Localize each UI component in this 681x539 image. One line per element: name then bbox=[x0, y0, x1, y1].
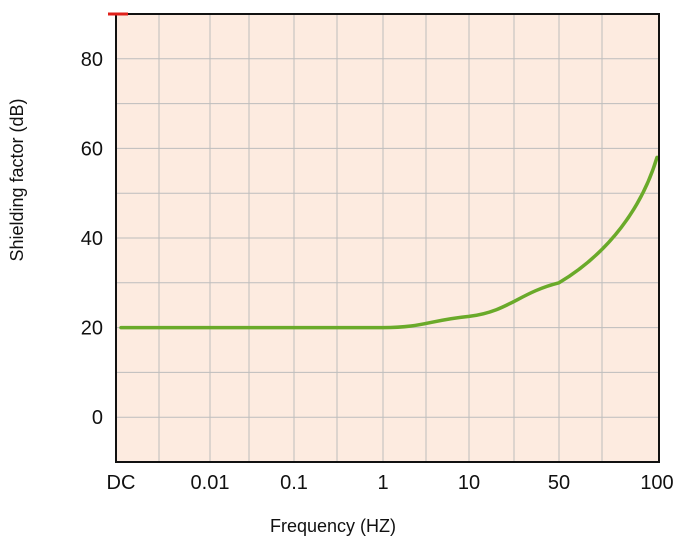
y-axis-title: Shielding factor (dB) bbox=[7, 98, 27, 261]
x-tick-label-100: 100 bbox=[640, 472, 673, 494]
x-tick-label-1: 1 bbox=[377, 472, 388, 494]
x-tick-label-DC: DC bbox=[107, 472, 136, 494]
y-tick-label-0: 0 bbox=[92, 407, 103, 429]
y-tick-label-40: 40 bbox=[81, 228, 103, 250]
series-line bbox=[119, 155, 659, 330]
x-tick-label-0.01: 0.01 bbox=[191, 472, 230, 494]
x-tick-label-0.1: 0.1 bbox=[280, 472, 308, 494]
y-tick-label-80: 80 bbox=[81, 49, 103, 71]
x-axis-title: Frequency (HZ) bbox=[270, 516, 396, 536]
x-tick-label-50: 50 bbox=[548, 472, 570, 494]
y-tick-labels: 0 20 40 60 80 bbox=[81, 49, 103, 429]
x-tick-labels: DC 0.01 0.1 1 10 50 100 bbox=[107, 472, 674, 494]
y-tick-label-20: 20 bbox=[81, 318, 103, 340]
x-tick-label-10: 10 bbox=[458, 472, 480, 494]
plot-frame bbox=[115, 13, 660, 463]
y-tick-label-60: 60 bbox=[81, 138, 103, 160]
